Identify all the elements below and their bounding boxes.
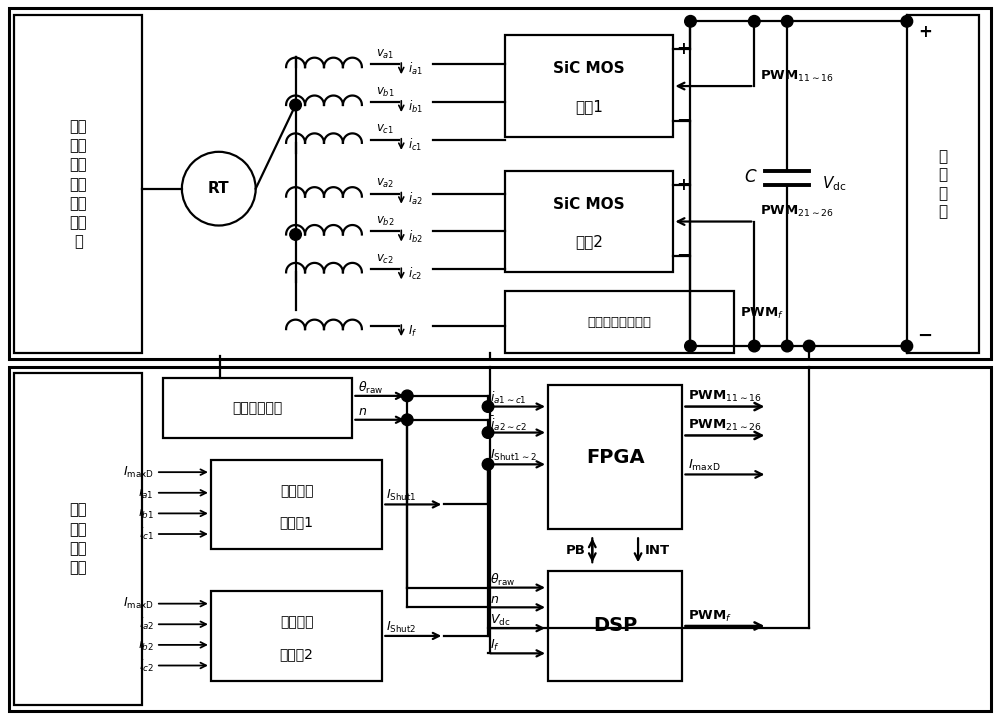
Circle shape <box>901 16 913 27</box>
Text: 励磁电流控制电路: 励磁电流控制电路 <box>588 316 652 329</box>
Text: $I_{\rm maxD}$: $I_{\rm maxD}$ <box>123 465 154 480</box>
Text: $\theta_{\rm raw}$: $\theta_{\rm raw}$ <box>358 380 384 396</box>
Circle shape <box>749 16 760 27</box>
Text: −: − <box>917 327 932 345</box>
Text: PWM$_{21{\sim}26}$: PWM$_{21{\sim}26}$ <box>760 204 834 219</box>
Text: $V_{\rm dc}$: $V_{\rm dc}$ <box>490 612 510 628</box>
Text: $v_{c1}$: $v_{c1}$ <box>376 123 394 136</box>
Text: 相电流比: 相电流比 <box>280 615 313 630</box>
Text: $i_{b2}$: $i_{b2}$ <box>138 637 154 653</box>
Circle shape <box>482 401 494 412</box>
Circle shape <box>803 340 815 352</box>
Text: 直
流
母
线: 直 流 母 线 <box>938 149 947 220</box>
Text: RT: RT <box>208 181 230 196</box>
Circle shape <box>182 151 256 225</box>
FancyBboxPatch shape <box>505 292 734 353</box>
Text: $i_{a1}$: $i_{a1}$ <box>408 61 423 77</box>
FancyBboxPatch shape <box>505 171 673 272</box>
Text: $\bar{i}_{a2{\sim}c2}$: $\bar{i}_{a2{\sim}c2}$ <box>490 414 527 433</box>
Text: PWM$_{11{\sim}16}$: PWM$_{11{\sim}16}$ <box>688 389 762 404</box>
Text: $n$: $n$ <box>358 405 367 419</box>
Text: INT: INT <box>645 544 670 556</box>
Text: $I_{{\rm Shut}2}$: $I_{{\rm Shut}2}$ <box>386 620 417 635</box>
FancyBboxPatch shape <box>907 15 979 353</box>
Text: +: + <box>677 176 690 194</box>
Text: $i_{c1}$: $i_{c1}$ <box>408 137 423 153</box>
Text: 相电流比: 相电流比 <box>280 484 313 498</box>
FancyBboxPatch shape <box>211 460 382 549</box>
Text: $i_{a1{\sim}c1}$: $i_{a1{\sim}c1}$ <box>490 390 527 406</box>
Text: $I_{{\rm Shut}1{\sim}2}$: $I_{{\rm Shut}1{\sim}2}$ <box>490 448 537 463</box>
Circle shape <box>749 340 760 352</box>
Text: 全桥2: 全桥2 <box>575 234 603 249</box>
Text: DSP: DSP <box>593 617 637 635</box>
Text: FPGA: FPGA <box>586 447 644 467</box>
Text: PWM$_{11{\sim}16}$: PWM$_{11{\sim}16}$ <box>760 68 834 84</box>
Text: $i_{c2}$: $i_{c2}$ <box>139 658 154 673</box>
FancyBboxPatch shape <box>548 572 682 681</box>
Text: 较电路2: 较电路2 <box>280 647 314 661</box>
Text: $v_{a2}$: $v_{a2}$ <box>376 177 395 190</box>
Text: $v_{b2}$: $v_{b2}$ <box>376 215 395 228</box>
Text: PWM$_{f}$: PWM$_{f}$ <box>740 306 784 321</box>
Text: $i_{c2}$: $i_{c2}$ <box>408 266 422 282</box>
Text: $i_{a2}$: $i_{a2}$ <box>139 616 154 633</box>
Circle shape <box>401 390 413 401</box>
Text: $I_{f}$: $I_{f}$ <box>490 638 500 653</box>
Text: SiC MOS: SiC MOS <box>553 197 625 212</box>
Text: −: − <box>677 248 692 266</box>
Text: PWM$_{f}$: PWM$_{f}$ <box>688 608 733 623</box>
FancyBboxPatch shape <box>163 378 352 438</box>
Text: SiC MOS: SiC MOS <box>553 61 625 76</box>
Circle shape <box>482 426 494 439</box>
Text: $I_{{\rm Shut}1}$: $I_{{\rm Shut}1}$ <box>386 488 417 503</box>
FancyBboxPatch shape <box>505 35 673 137</box>
Text: −: − <box>677 112 692 130</box>
Circle shape <box>901 340 913 352</box>
Text: $i_{a1}$: $i_{a1}$ <box>138 485 154 501</box>
Text: $i_{c1}$: $i_{c1}$ <box>139 526 154 542</box>
Text: +: + <box>918 23 932 41</box>
Circle shape <box>781 16 793 27</box>
Text: $i_{b2}$: $i_{b2}$ <box>408 228 423 245</box>
Text: 较电路1: 较电路1 <box>280 516 314 529</box>
Text: $i_{a2}$: $i_{a2}$ <box>408 190 423 207</box>
Text: 旋变解码芯片: 旋变解码芯片 <box>233 401 283 415</box>
Text: +: + <box>677 40 690 58</box>
Text: $v_{c2}$: $v_{c2}$ <box>376 253 394 266</box>
Text: $I_{\rm maxD}$: $I_{\rm maxD}$ <box>123 596 154 611</box>
FancyBboxPatch shape <box>14 15 142 353</box>
Text: PWM$_{21{\sim}26}$: PWM$_{21{\sim}26}$ <box>688 418 762 433</box>
FancyBboxPatch shape <box>548 385 682 529</box>
Text: $C$: $C$ <box>744 168 757 186</box>
Text: $I_{\rm maxD}$: $I_{\rm maxD}$ <box>688 458 721 473</box>
Circle shape <box>781 340 793 352</box>
Text: $i_{b1}$: $i_{b1}$ <box>138 505 154 521</box>
Text: $v_{b1}$: $v_{b1}$ <box>376 85 395 98</box>
Circle shape <box>290 229 301 241</box>
Text: $V_{\rm dc}$: $V_{\rm dc}$ <box>822 174 847 193</box>
Text: 高速
电励
磁双
凸极
起动
发电
机: 高速 电励 磁双 凸极 起动 发电 机 <box>69 119 87 249</box>
Circle shape <box>685 340 696 352</box>
Circle shape <box>401 414 413 426</box>
Circle shape <box>482 459 494 470</box>
Text: $\theta_{\rm raw}$: $\theta_{\rm raw}$ <box>490 572 515 588</box>
Text: $i_{b1}$: $i_{b1}$ <box>408 99 423 115</box>
FancyBboxPatch shape <box>9 9 991 359</box>
FancyBboxPatch shape <box>9 367 991 711</box>
Text: 全桥1: 全桥1 <box>575 99 603 114</box>
Circle shape <box>685 16 696 27</box>
Text: $n$: $n$ <box>490 593 499 606</box>
Text: $v_{a1}$: $v_{a1}$ <box>376 47 395 61</box>
Text: PB: PB <box>565 544 585 556</box>
FancyBboxPatch shape <box>211 591 382 681</box>
Text: 起动
发电
机控
制器: 起动 发电 机控 制器 <box>69 503 87 575</box>
FancyBboxPatch shape <box>14 373 142 704</box>
Circle shape <box>290 99 301 111</box>
Text: $I_{f}$: $I_{f}$ <box>408 324 418 339</box>
